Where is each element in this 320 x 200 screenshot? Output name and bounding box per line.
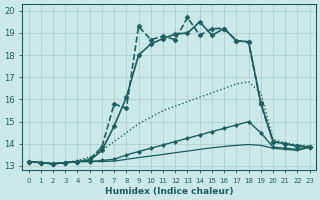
X-axis label: Humidex (Indice chaleur): Humidex (Indice chaleur) <box>105 187 233 196</box>
